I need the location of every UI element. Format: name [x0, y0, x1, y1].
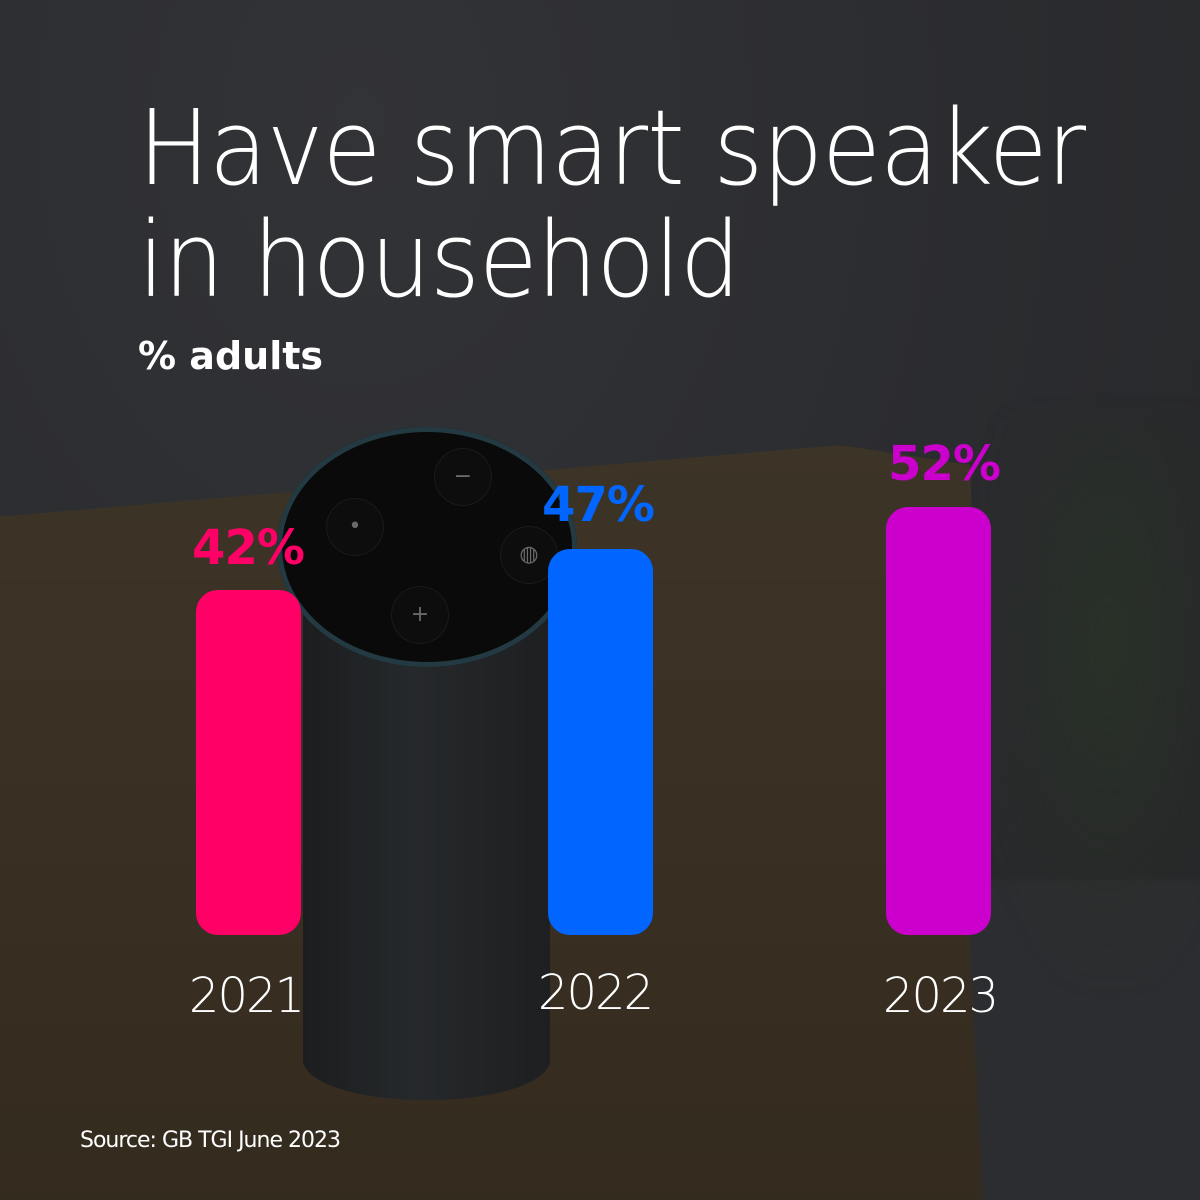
bar-2022	[548, 549, 653, 935]
bar-2023	[886, 507, 991, 935]
smart-speaker-top: − • ◍ +	[277, 427, 577, 667]
category-label-2022: 2022	[537, 965, 654, 1021]
source-note: Source: GB TGI June 2023	[80, 1128, 341, 1153]
chart-title-line1: Have smart speaker	[138, 87, 1086, 209]
mic-off-icon: ◍	[501, 527, 557, 583]
dot-icon: •	[327, 499, 383, 555]
value-label-2022: 47%	[542, 477, 655, 533]
chart-subtitle: % adults	[138, 334, 324, 378]
background-plant	[980, 420, 1200, 980]
bar-2021	[196, 590, 301, 935]
category-label-2023: 2023	[882, 968, 999, 1024]
chart-title-line2: in household	[138, 199, 741, 321]
category-label-2021: 2021	[188, 968, 305, 1024]
value-label-2023: 52%	[888, 436, 1001, 492]
chart-title: Have smart speaker in household	[138, 92, 1086, 316]
value-label-2021: 42%	[192, 520, 305, 576]
plus-icon: +	[392, 587, 448, 643]
minus-icon: −	[435, 449, 491, 505]
